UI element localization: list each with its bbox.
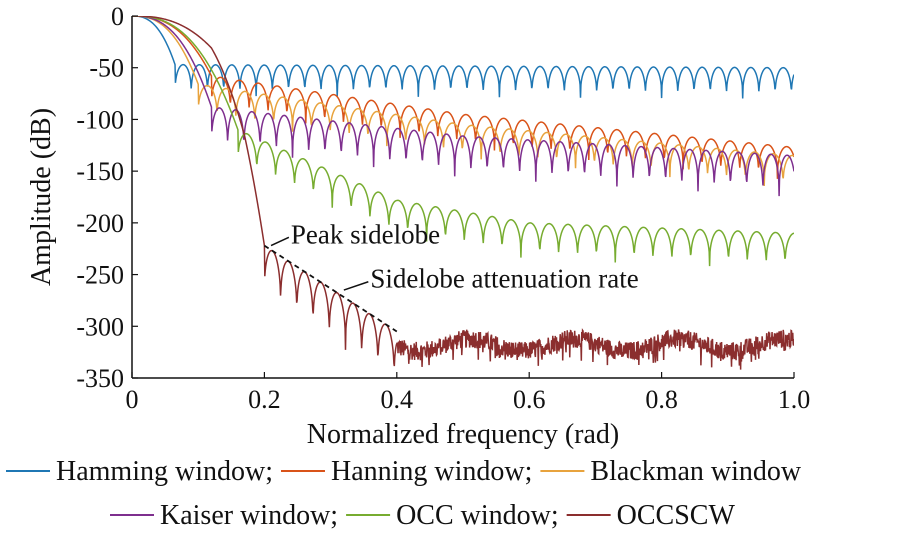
- annotation-pointer: [270, 236, 290, 247]
- x-tick-label: 1.0: [778, 385, 811, 414]
- annotation-text: Sidelobe attenuation rate: [370, 264, 638, 294]
- series-line-kaiser-window: [132, 16, 794, 197]
- y-tick-label: -200: [76, 209, 124, 238]
- x-axis-label: Normalized frequency (rad): [307, 419, 620, 450]
- series-line-hanning-window: [132, 16, 794, 179]
- y-tick-label: -50: [89, 54, 124, 83]
- axes: [131, 16, 794, 379]
- ticks: 0 0.2 0.4 0.6 0.8 1.0 0 -50 -100 -150 -200 -250 -300…: [76, 2, 810, 414]
- legend-label: Hanning window;: [331, 456, 532, 487]
- series-line-occscw: [132, 16, 794, 370]
- legend-label: OCC window;: [396, 500, 559, 531]
- y-axis-label: Amplitude (dB): [26, 108, 57, 286]
- annotation-text: Peak sidelobe: [291, 219, 440, 249]
- y-tick-label: 0: [111, 2, 124, 31]
- series-line-occ-window: [132, 16, 794, 267]
- y-tick-label: -250: [76, 261, 124, 290]
- x-tick-label: 0.4: [381, 385, 414, 414]
- x-tick-label: 0.8: [645, 385, 678, 414]
- series-line-blackman-window: [132, 16, 794, 186]
- series-layer: [132, 16, 794, 370]
- y-tick-label: -100: [76, 105, 124, 134]
- legend-label: OCCSCW: [617, 500, 736, 531]
- annotation-pointer: [343, 281, 369, 291]
- y-tick-label: -300: [76, 312, 124, 341]
- legend-label: Blackman window: [590, 456, 802, 487]
- x-tick-label: 0: [126, 385, 139, 414]
- series-line-hamming-window: [132, 16, 794, 99]
- x-tick-label: 0.2: [248, 385, 281, 414]
- x-tick-label: 0.6: [513, 385, 546, 414]
- y-tick-label: -350: [76, 364, 124, 393]
- legend: Hamming window; Hanning window; Blackman w…: [6, 456, 802, 531]
- legend-label: Hamming window;: [56, 456, 273, 487]
- y-tick-label: -150: [76, 157, 124, 186]
- legend-label: Kaiser window;: [160, 500, 338, 531]
- annotation-layer: Peak sidelobe Sidelobe attenuation rate: [263, 219, 639, 333]
